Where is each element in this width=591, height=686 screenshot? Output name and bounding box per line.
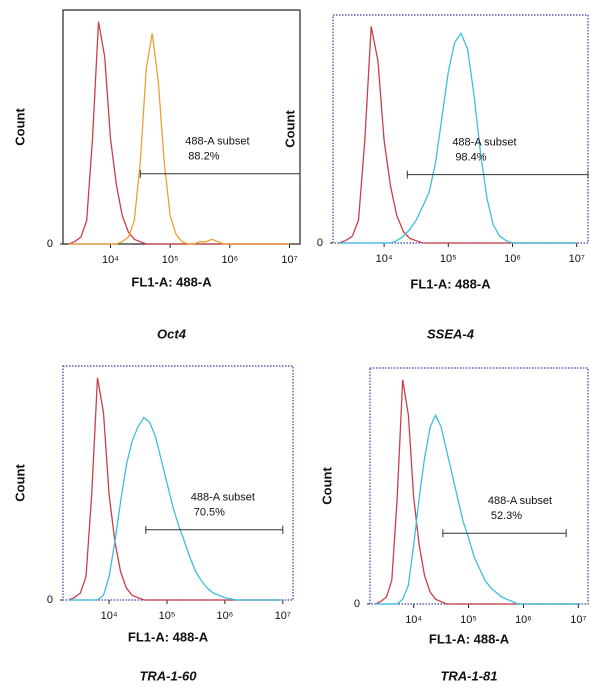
plot-frame [62,365,294,601]
y-tick-label: 0 [354,598,360,610]
plot-frame [62,9,301,245]
histogram-line [68,416,283,601]
x-tick-label: 10⁵ [162,254,179,266]
x-tick-label: 10⁷ [275,610,291,622]
x-tick-label: 10⁵ [460,614,477,626]
x-tick-label: 10⁷ [570,614,586,626]
x-tick-label: 10⁶ [217,610,234,622]
panel-title: Oct4 [157,326,187,341]
plot-frame [369,367,589,605]
y-axis-label: Count [12,108,27,146]
panel-title: SSEA-4 [427,326,475,341]
x-tick-label: 10⁶ [515,614,532,626]
y-axis-label: Count [12,464,27,502]
histogram-line [375,413,579,605]
histogram-line [68,21,290,245]
x-tick-label: 10⁴ [101,610,118,622]
x-axis-label: FL1-A: 488-A [429,631,510,646]
gate-label: 488-A subset [185,136,249,148]
gate-percent: 52.3% [491,510,522,522]
x-tick-label: 10⁵ [159,610,176,622]
x-tick-label: 10⁴ [102,254,119,266]
y-axis-label: Count [282,110,297,148]
x-tick-label: 10⁷ [281,254,297,266]
y-tick-label: 0 [47,238,53,250]
gate-label: 488-A subset [488,495,552,507]
gate-percent: 98.4% [455,152,486,164]
gate-label: 488-A subset [452,137,516,149]
x-tick-label: 10⁴ [405,614,422,626]
histogram-line [68,33,290,245]
panel-title: TRA-1-60 [139,668,197,683]
x-axis-label: FL1-A: 488-A [131,274,212,289]
histogram-line [339,31,577,244]
histogram-line [68,377,283,601]
gate-percent: 88.2% [188,151,219,163]
x-tick-label: 10⁶ [504,253,521,265]
x-tick-label: 10⁶ [221,254,238,266]
x-tick-label: 10⁷ [569,253,585,265]
panel-title: TRA-1-81 [440,668,497,683]
plot-frame [332,14,589,244]
y-axis-label: Count [319,467,334,505]
x-axis-label: FL1-A: 488-A [128,629,209,644]
x-tick-label: 10⁵ [440,253,457,265]
histogram-line [338,26,577,244]
gate-label: 488-A subset [191,492,255,504]
x-axis-label: FL1-A: 488-A [410,276,491,291]
gate-percent: 70.5% [194,507,225,519]
y-tick-label: 0 [317,237,323,249]
y-tick-label: 0 [47,594,53,606]
x-tick-label: 10⁴ [376,253,393,265]
histogram-line [375,379,579,605]
